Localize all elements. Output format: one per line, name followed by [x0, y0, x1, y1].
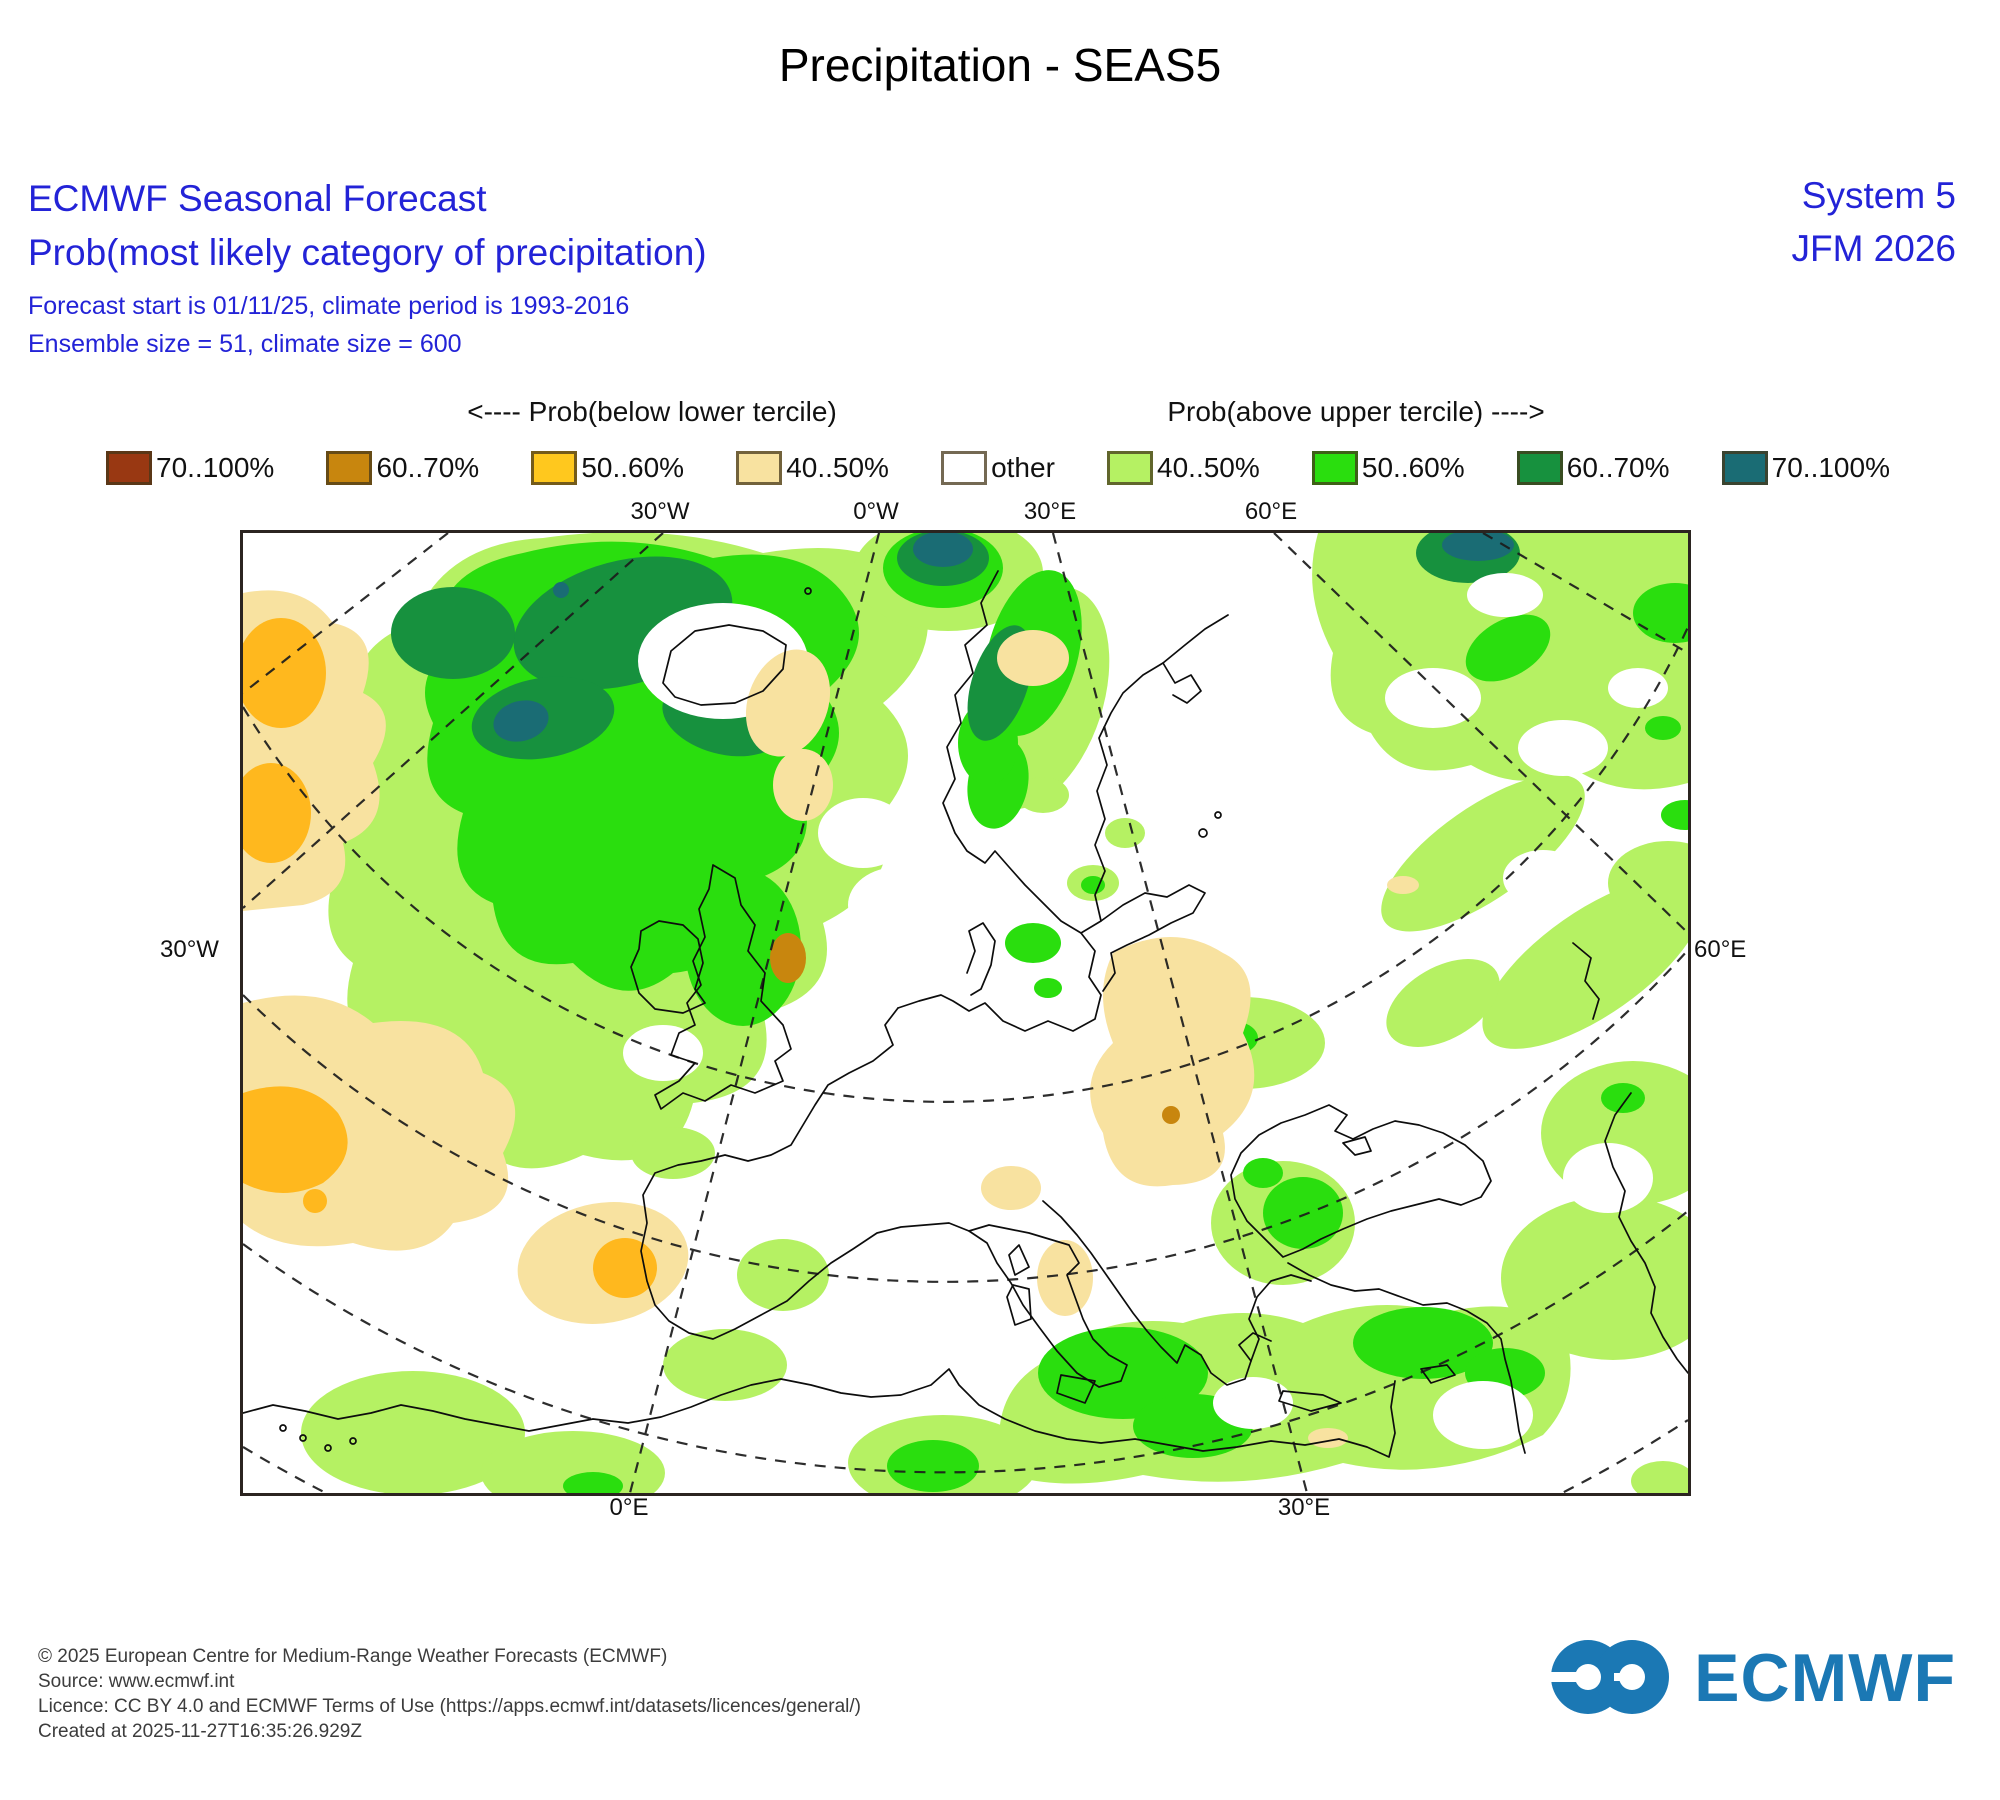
legend-item: 50..60%	[531, 451, 684, 485]
system-label: System 5	[1801, 175, 1956, 216]
product-title: ECMWF Seasonal Forecast	[28, 178, 487, 219]
forecast-info: Forecast start is 01/11/25, climate peri…	[28, 292, 630, 320]
axis-label-bottom-0e: 0°E	[609, 1494, 649, 1521]
legend-item: 60..70%	[1516, 451, 1670, 485]
legend-label: 40..50%	[786, 452, 889, 483]
ecmwf-logo-emblem-icon	[1532, 1640, 1670, 1714]
legend-item: 40..50%	[736, 451, 889, 485]
legend-label: 60..70%	[1566, 452, 1670, 483]
footer-created: Created at 2025-11-27T16:35:26.929Z	[38, 1721, 362, 1742]
season-label: JFM 2026	[1791, 228, 1956, 269]
legend-swatch	[1107, 451, 1154, 485]
page-title: Precipitation - SEAS5	[778, 39, 1222, 91]
legend-label: other	[991, 452, 1055, 483]
legend-item: 60..70%	[326, 451, 479, 485]
axis-label-right-60e: 60°E	[1694, 936, 1747, 963]
region-below-60-70	[770, 933, 1180, 1124]
legend-swatch	[106, 451, 152, 485]
footer-copyright: © 2025 European Centre for Medium-Range …	[38, 1646, 668, 1667]
ecmwf-logo-text: ECMWF	[1694, 1640, 1956, 1716]
legend-header-below: <---- Prob(below lower tercile)	[467, 396, 837, 427]
axis-label-top-30w: 30°W	[630, 498, 690, 525]
legend-label: 50..60%	[581, 452, 685, 483]
europe-map-svg	[243, 533, 1688, 1493]
legend-swatch	[736, 451, 783, 485]
legend-label: 60..70%	[376, 452, 480, 483]
legend-item: 50..60%	[1311, 451, 1465, 485]
graticule	[243, 533, 1688, 1493]
forecast-map	[240, 530, 1691, 1496]
legend-label: 40..50%	[1157, 452, 1260, 483]
footer-attribution: © 2025 European Centre for Medium-Range …	[38, 1644, 861, 1744]
coastlines	[243, 570, 1688, 1458]
ecmwf-logo: ECMWF	[1532, 1628, 1956, 1728]
legend-label: 70..100%	[1771, 452, 1890, 483]
legend-header-above: Prob(above upper tercile) ---->	[1167, 396, 1545, 427]
legend-item: 40..50%	[1107, 451, 1260, 485]
axis-label-top-60e: 60°E	[1244, 498, 1298, 525]
legend-swatch	[941, 451, 988, 485]
legend-swatch	[1516, 451, 1563, 485]
axis-label-left-30w: 30°W	[160, 936, 219, 963]
legend-swatch	[1311, 451, 1358, 485]
legend-swatch	[531, 451, 578, 485]
axis-label-top-0w: 0°W	[853, 498, 899, 525]
legend-swatch	[326, 451, 373, 485]
legend-label: 50..60%	[1361, 452, 1465, 483]
axis-label-top-30e: 30°E	[1023, 498, 1077, 525]
axis-label-bottom-30e: 30°E	[1277, 1494, 1331, 1521]
legend-item: 70..100%	[1721, 451, 1890, 485]
footer-source: Source: www.ecmwf.int	[38, 1671, 235, 1692]
legend-swatch	[1721, 451, 1768, 485]
variable-title: Prob(most likely category of precipitati…	[28, 232, 707, 273]
legend-label: 70..100%	[156, 452, 275, 483]
region-above-70-100	[493, 533, 1514, 742]
region-other-holes	[623, 573, 1668, 1449]
legend-item: 70..100%	[106, 451, 274, 485]
legend-item: other	[941, 451, 1055, 485]
footer-licence: Licence: CC BY 4.0 and ECMWF Terms of Us…	[38, 1696, 861, 1717]
ensemble-info: Ensemble size = 51, climate size = 600	[28, 330, 462, 358]
legend-row: 70..100% 60..70% 50..60% 40..50% other 40..50…	[106, 446, 1890, 490]
